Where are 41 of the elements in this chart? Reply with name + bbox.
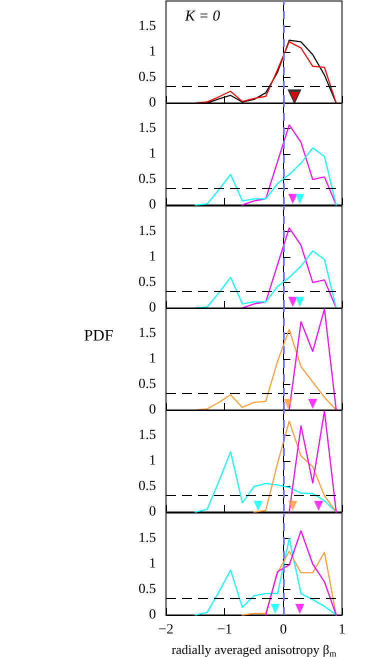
y-tick-label: 0.5 (138, 582, 156, 596)
y-tick-label: 1.5 (138, 121, 156, 136)
y-tick-label: 0.5 (138, 479, 156, 494)
y-tick-label: 0 (149, 198, 156, 213)
line-series (194, 451, 337, 513)
line-series (253, 420, 337, 513)
y-tick-label: 1 (149, 556, 156, 571)
y-tick-label: 1 (149, 454, 156, 469)
line-series (194, 537, 337, 616)
y-tick-label: 1.5 (138, 428, 156, 444)
y-tick-label: 1.5 (138, 326, 156, 341)
y-tick-label: 0.5 (138, 274, 156, 290)
y-tick-label: 1.5 (138, 530, 156, 546)
y-tick-label: 1 (149, 249, 156, 264)
y-tick-label: 1 (149, 146, 156, 162)
line-series (194, 250, 337, 308)
y-axis-title: PDF (84, 327, 114, 344)
x-tick-label: −2 (158, 622, 174, 637)
y-tick-label: 0 (149, 607, 156, 622)
x-tick-label: 0 (280, 622, 287, 637)
y-tick-label: 1.5 (138, 19, 156, 34)
y-tick-label: 1 (149, 44, 156, 60)
y-tick-label: 1 (149, 351, 156, 366)
y-tick-label: 0.5 (138, 376, 156, 392)
line-series (265, 530, 337, 616)
y-tick-label: 0.5 (138, 70, 156, 85)
line-series (288, 410, 337, 513)
line-series (194, 328, 337, 410)
line-series (194, 148, 337, 206)
x-tick-label: 1 (338, 622, 346, 637)
y-tick-label: 1.5 (138, 224, 156, 239)
y-tick-label: 0.5 (138, 172, 156, 188)
line-series (242, 226, 337, 308)
annotation: K = 0 (184, 8, 221, 24)
x-tick-label: −1 (217, 622, 232, 637)
y-tick-label: 0 (149, 504, 156, 520)
y-tick-label: 0 (149, 96, 156, 110)
line-series (242, 124, 337, 206)
y-tick-label: 0 (149, 300, 156, 316)
y-tick-label: 0 (149, 402, 156, 418)
line-series (242, 550, 337, 616)
